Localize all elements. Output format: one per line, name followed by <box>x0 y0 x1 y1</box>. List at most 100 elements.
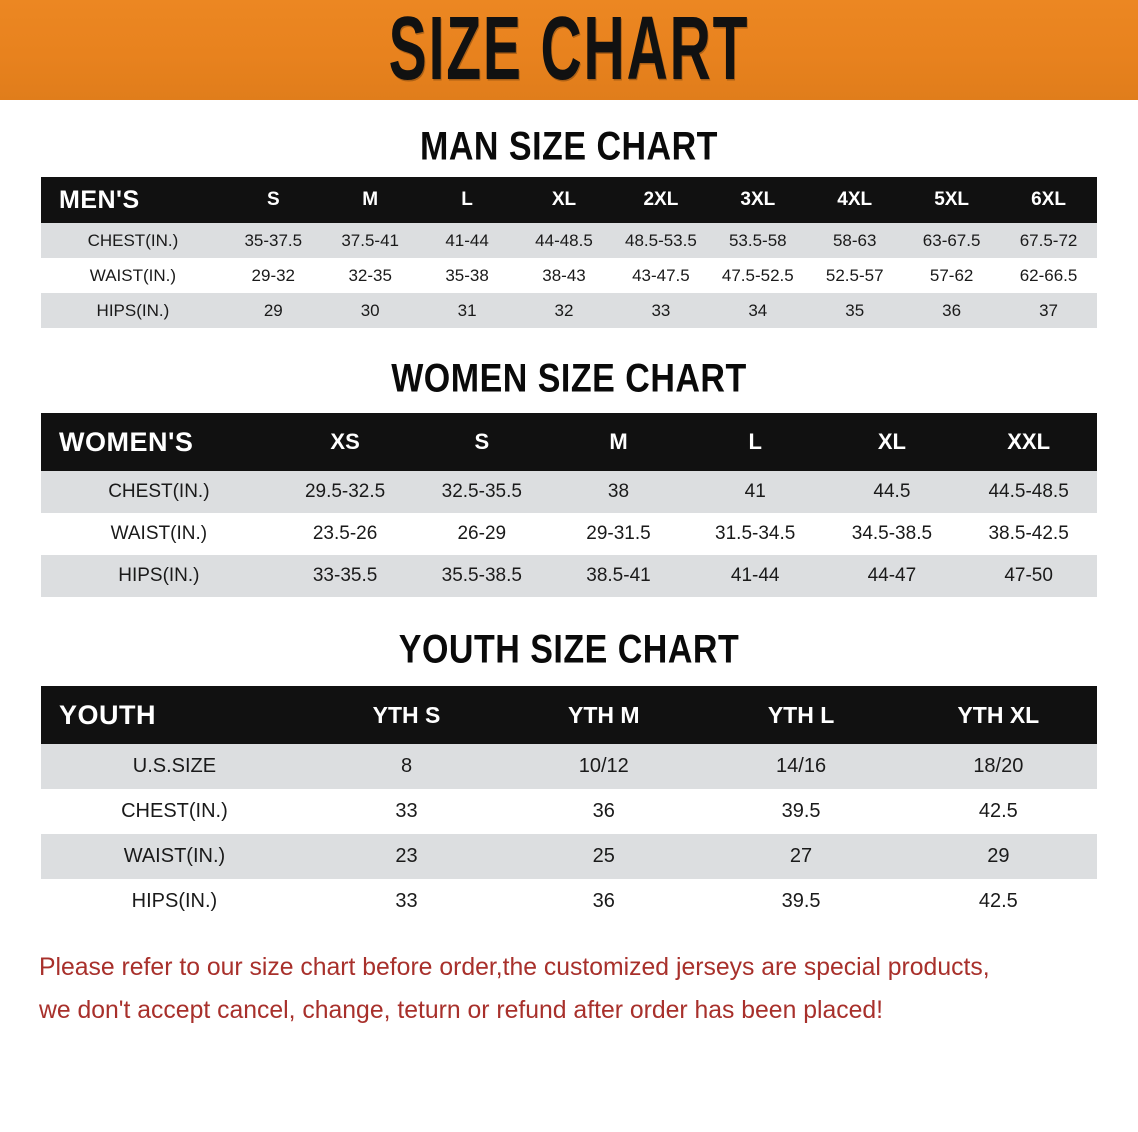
women-cell: 41-44 <box>730 565 780 586</box>
man-column-header-l: L <box>461 189 473 210</box>
man-column-header-2xl: 2XL <box>643 189 679 210</box>
women-column-header-xxl: XXL <box>1007 429 1051 454</box>
man-column-header-xl: XL <box>551 189 577 210</box>
youth-cell: 33 <box>395 890 418 912</box>
women-cell: 44.5-48.5 <box>988 481 1069 502</box>
table-row: HIPS(IN.) 29 30 31 32 33 34 35 36 37 <box>41 293 1097 328</box>
man-column-header-5xl: 5XL <box>934 189 970 210</box>
youth-cell: 39.5 <box>781 800 821 822</box>
youth-row-label: CHEST(IN.) <box>121 800 228 822</box>
youth-cell: 36 <box>592 890 615 912</box>
man-column-header-s: S <box>266 189 280 210</box>
youth-column-header-yth-s: YTH S <box>372 701 441 728</box>
man-table-body: CHEST(IN.) 35-37.5 37.5-41 41-44 44-48.5 48.5… <box>41 223 1097 328</box>
youth-section-heading: YOUTH SIZE CHART <box>398 627 740 672</box>
youth-column-header-yth-xl: YTH XL <box>957 701 1040 728</box>
table-row: WAIST(IN.) 23 25 27 29 <box>41 834 1097 879</box>
youth-row-label: HIPS(IN.) <box>131 890 218 912</box>
man-column-header-6xl: 6XL <box>1031 189 1066 210</box>
youth-cell: 42.5 <box>978 800 1018 822</box>
table-row: WAIST(IN.) 23.5-26 26-29 29-31.5 31.5-34.5 34… <box>41 513 1097 555</box>
women-cell: 31.5-34.5 <box>715 523 796 544</box>
man-cell: 41-44 <box>445 230 489 250</box>
page-title: SIZE CHART <box>388 0 750 100</box>
man-cell: 32-35 <box>348 265 392 285</box>
man-cell: 29-32 <box>251 265 296 285</box>
man-row-label: CHEST(IN.) <box>87 230 179 250</box>
youth-cell: 14/16 <box>776 755 827 777</box>
women-cell: 38.5-41 <box>586 565 651 586</box>
women-column-header-xl: XL <box>877 429 906 454</box>
youth-row-label: U.S.SIZE <box>132 755 217 777</box>
order-policy-disclaimer: Please refer to our size chart before or… <box>39 946 1088 1032</box>
women-row-label: CHEST(IN.) <box>108 481 210 502</box>
man-cell: 35-38 <box>445 265 489 285</box>
man-cell: 35 <box>845 300 865 320</box>
man-cell: 29 <box>263 300 283 320</box>
man-column-header-4xl: 4XL <box>837 189 873 210</box>
man-cell: 38-43 <box>542 265 586 285</box>
youth-column-header-yth-l: YTH L <box>767 701 835 728</box>
man-column-header-3xl: 3XL <box>740 189 776 210</box>
women-cell: 44.5 <box>873 481 911 502</box>
youth-cell: 42.5 <box>978 890 1018 912</box>
youth-cell: 8 <box>400 755 413 777</box>
disclaimer-line-2: we don't accept cancel, change, teturn o… <box>39 996 884 1024</box>
youth-cell: 27 <box>789 845 813 867</box>
women-table-container: WOMEN'S XS S M L XL XXL CHEST(IN.) 29.5-32.5 32.… <box>41 413 1097 597</box>
women-cell: 44-47 <box>867 565 917 586</box>
youth-cell: 39.5 <box>781 890 821 912</box>
disclaimer-line-1: Please refer to our size chart before or… <box>39 953 990 981</box>
women-cell: 33-35.5 <box>312 565 378 586</box>
women-cell: 38 <box>607 481 630 502</box>
women-column-header-xs: XS <box>330 429 360 454</box>
man-cell: 58-63 <box>832 230 877 250</box>
page-banner: SIZE CHART <box>0 0 1138 100</box>
women-header-row: WOMEN'S XS S M L XL XXL <box>41 413 1097 471</box>
man-cell: 35-37.5 <box>244 230 303 250</box>
youth-cell: 10/12 <box>578 755 629 777</box>
man-cell: 30 <box>360 300 380 320</box>
women-section-heading: WOMEN SIZE CHART <box>391 356 747 401</box>
youth-cell: 18/20 <box>973 755 1024 777</box>
man-header-row: MEN'S S M L XL 2XL 3XL 4XL 5XL 6XL <box>41 177 1097 223</box>
women-row-label: WAIST(IN.) <box>110 523 208 544</box>
table-row: CHEST(IN.) 33 36 39.5 42.5 <box>41 789 1097 834</box>
man-cell: 44-48.5 <box>535 230 593 250</box>
man-cell: 62-66.5 <box>1019 265 1078 285</box>
women-cell: 26-29 <box>457 523 507 544</box>
man-cell: 48.5-53.5 <box>624 230 697 250</box>
youth-table-container: YOUTH YTH S YTH M YTH L YTH XL U.S.SIZE 8 10/1… <box>41 686 1097 924</box>
man-cell: 33 <box>651 300 671 320</box>
man-cell: 37.5-41 <box>341 230 400 250</box>
youth-header-row: YOUTH YTH S YTH M YTH L YTH XL <box>41 686 1097 744</box>
table-row: HIPS(IN.) 33-35.5 35.5-38.5 38.5-41 41-44 44-… <box>41 555 1097 597</box>
women-table-header-label: WOMEN'S <box>59 426 194 457</box>
youth-cell: 25 <box>592 845 615 867</box>
man-cell: 52.5-57 <box>825 265 884 285</box>
man-cell: 57-62 <box>929 265 974 285</box>
man-table-container: MEN'S S M L XL 2XL 3XL 4XL 5XL 6XL CHEST(IN.) 35-3… <box>41 177 1097 328</box>
man-table-head: MEN'S S M L XL 2XL 3XL 4XL 5XL 6XL <box>41 177 1097 223</box>
man-cell: 63-67.5 <box>922 230 981 250</box>
man-cell: 34 <box>748 300 768 320</box>
man-cell: 36 <box>942 300 962 320</box>
women-cell: 41 <box>744 481 766 502</box>
man-column-header-m: M <box>362 189 379 210</box>
youth-cell: 36 <box>592 800 615 822</box>
women-column-header-s: S <box>474 429 490 454</box>
man-cell: 43-47.5 <box>632 265 690 285</box>
youth-size-table: YOUTH YTH S YTH M YTH L YTH XL U.S.SIZE 8 10/1… <box>41 686 1097 924</box>
man-table-header-label: MEN'S <box>59 185 140 214</box>
youth-cell: 29 <box>987 845 1010 867</box>
man-cell: 67.5-72 <box>1019 230 1078 250</box>
man-cell: 53.5-58 <box>728 230 787 250</box>
table-row: HIPS(IN.) 33 36 39.5 42.5 <box>41 879 1097 924</box>
women-table-body: CHEST(IN.) 29.5-32.5 32.5-35.5 38 41 44.5 44.5… <box>41 471 1097 597</box>
table-row: CHEST(IN.) 29.5-32.5 32.5-35.5 38 41 44.5 44.5… <box>41 471 1097 513</box>
youth-table-header-label: YOUTH <box>59 699 156 730</box>
youth-table-body: U.S.SIZE 8 10/12 14/16 18/20 CHEST(IN.) 33 36 39… <box>41 744 1097 924</box>
women-size-table: WOMEN'S XS S M L XL XXL CHEST(IN.) 29.5-32.5 32.… <box>41 413 1097 597</box>
man-section-heading: MAN SIZE CHART <box>420 124 718 169</box>
youth-cell: 23 <box>395 845 418 867</box>
